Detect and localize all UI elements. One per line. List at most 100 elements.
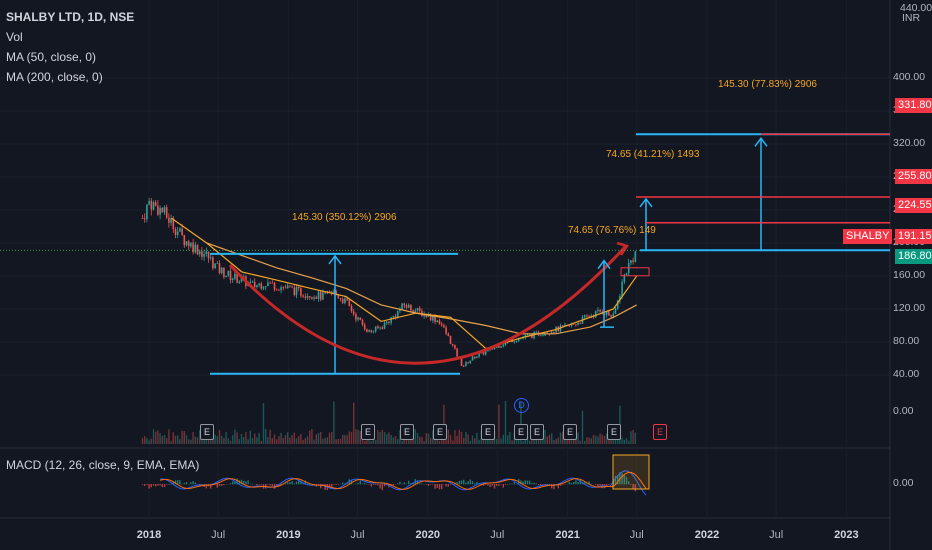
volume-bar — [357, 429, 359, 444]
volume-bar — [311, 429, 313, 444]
candle-body — [500, 346, 502, 348]
earnings-marker[interactable]: E — [200, 424, 214, 440]
volume-bar — [247, 439, 249, 444]
macd-histogram-bar — [210, 484, 212, 489]
volume-legend[interactable]: Vol — [6, 30, 23, 44]
macd-histogram-bar — [597, 484, 599, 487]
macd-histogram-bar — [522, 481, 524, 485]
volume-bar — [467, 434, 469, 444]
macd-histogram-bar — [205, 484, 208, 489]
volume-bar — [333, 401, 335, 444]
earnings-marker[interactable]: E — [481, 424, 495, 440]
macd-histogram-bar — [183, 483, 186, 485]
macd-histogram-bar — [573, 481, 575, 485]
earnings-marker[interactable]: E — [607, 424, 621, 440]
candle-body — [429, 314, 432, 321]
macd-histogram-bar — [619, 472, 621, 485]
target-big-arrowhead — [754, 137, 768, 147]
macd-histogram-bar — [392, 484, 395, 486]
volume-bar — [144, 436, 146, 444]
candle-body — [249, 281, 252, 283]
candle-body — [333, 290, 335, 293]
macd-histogram-bar — [456, 482, 458, 485]
macd-histogram-bar — [234, 481, 236, 485]
volume-bar — [159, 433, 161, 444]
candle-body — [484, 351, 487, 355]
earnings-marker[interactable]: E — [530, 424, 544, 440]
macd-histogram-bar — [278, 484, 280, 487]
macd-histogram-bar — [460, 480, 463, 485]
volume-bar — [170, 440, 172, 444]
volume-bar — [289, 437, 291, 444]
macd-histogram-bar — [595, 484, 597, 485]
time-tick-label: Jul — [490, 529, 505, 541]
macd-histogram-bar — [271, 484, 274, 487]
volume-bar — [350, 431, 353, 444]
candle-body — [392, 316, 395, 318]
volume-bar — [177, 435, 179, 444]
candle-body — [383, 323, 386, 329]
volume-bar — [364, 440, 366, 444]
macd-histogram-bar — [507, 484, 509, 485]
candle-body — [172, 218, 175, 230]
macd-axis-label: 0.00 — [893, 477, 914, 489]
volume-bar — [416, 432, 419, 444]
volume-bar — [548, 434, 551, 444]
big-target-label: 145.30 (77.83%) 2906 — [718, 79, 817, 90]
handle-move-label: 74.65 (76.76%) 149 — [568, 225, 656, 236]
macd-histogram-bar — [333, 484, 335, 485]
earnings-marker[interactable]: E — [563, 424, 577, 440]
symbol-legend[interactable]: SHALBY LTD, 1D, NSE — [6, 10, 135, 24]
volume-bar — [152, 429, 155, 444]
candle-body — [267, 282, 269, 287]
price-tick-label: 400.00 — [893, 71, 926, 83]
candle-body — [368, 330, 370, 332]
macd-legend[interactable]: MACD (12, 26, close, 9, EMA, EMA) — [6, 458, 200, 472]
volume-bar — [256, 437, 258, 444]
volume-bar — [194, 436, 197, 444]
upcoming-earnings-marker[interactable]: E — [653, 424, 667, 440]
candle-body — [187, 241, 190, 247]
macd-histogram-bar — [498, 484, 500, 486]
candle-body — [293, 287, 296, 295]
macd-histogram-bar — [449, 484, 452, 485]
volume-bar — [599, 433, 601, 444]
ma50-legend[interactable]: MA (50, close, 0) — [6, 50, 97, 64]
volume-bar — [487, 436, 489, 444]
candle-body — [313, 297, 315, 299]
price-tick-label: 160.00 — [893, 269, 926, 281]
earnings-marker[interactable]: E — [514, 424, 528, 440]
earnings-marker[interactable]: E — [433, 424, 447, 440]
volume-bar — [161, 436, 164, 444]
volume-bar — [625, 438, 628, 444]
earnings-marker[interactable]: E — [400, 424, 414, 440]
volume-bar — [500, 438, 502, 444]
volume-bar — [166, 438, 168, 444]
macd-histogram-bar — [412, 483, 414, 485]
volume-bar — [368, 439, 370, 444]
macd-histogram-bar — [513, 482, 516, 485]
macd-histogram-bar — [621, 473, 623, 485]
candle-body — [440, 323, 443, 326]
dividend-marker[interactable]: D — [514, 398, 529, 413]
macd-histogram-bar — [570, 482, 573, 485]
volume-bar — [529, 440, 531, 444]
volume-bar — [287, 432, 289, 444]
macd-histogram-bar — [458, 480, 461, 485]
ma200-legend[interactable]: MA (200, close, 0) — [6, 70, 103, 84]
volume-bar — [447, 429, 450, 444]
macd-histogram-bar — [504, 484, 507, 485]
macd-histogram-bar — [324, 484, 326, 490]
macd-histogram-bar — [372, 484, 375, 485]
volume-bar — [430, 437, 432, 444]
volume-bar — [454, 430, 456, 444]
volume-bar — [425, 433, 428, 444]
earnings-marker[interactable]: E — [361, 424, 375, 440]
handle-box — [620, 267, 650, 277]
volume-bar — [370, 440, 373, 444]
macd-histogram-bar — [337, 484, 340, 485]
volume-bar — [386, 434, 388, 444]
volume-bar — [181, 431, 183, 444]
